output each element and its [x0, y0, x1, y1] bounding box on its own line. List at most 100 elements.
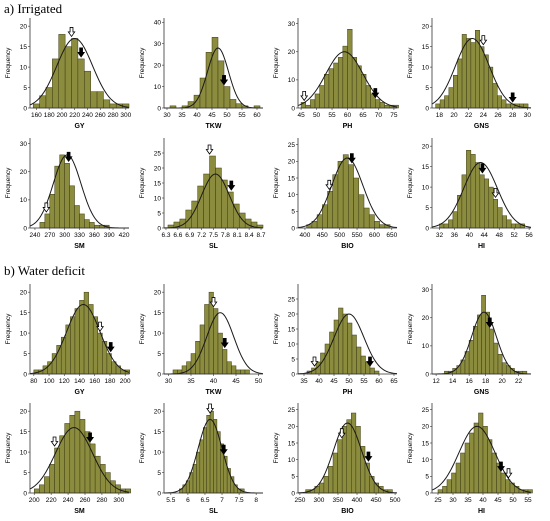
y-tick-label: 5 [291, 209, 295, 216]
histogram-bar [39, 95, 47, 109]
histogram-bar [342, 313, 348, 375]
x-tick-label: 400 [352, 497, 363, 504]
y-tick-label: 0 [23, 490, 27, 497]
x-axis-label: GY [74, 389, 84, 396]
histogram-bar [353, 177, 360, 229]
open-arrow-marker-icon [310, 356, 319, 367]
histogram-bar [493, 199, 499, 229]
histogram-bar [217, 60, 225, 109]
x-axis-label: HI [478, 243, 485, 250]
histogram-bar [324, 343, 330, 375]
histogram-bar [203, 427, 207, 494]
histogram-bar [310, 99, 316, 109]
histogram-bar [84, 70, 91, 109]
y-tick-label: 5 [157, 470, 161, 477]
histogram-bar [203, 173, 210, 229]
histogram-bar [491, 452, 497, 494]
histogram-bar [226, 361, 232, 375]
filled-arrow-marker-icon [220, 75, 228, 86]
x-tick-label: 8.1 [233, 232, 242, 239]
histogram-water-deficit-sl: 5.5 6 6.5 7 7.5 8 0 5 10 15 20 SL Frequency [139, 403, 264, 515]
histogram-bar [489, 328, 495, 375]
y-tick-label: 10 [288, 457, 296, 464]
histogram-bar [500, 472, 506, 494]
x-tick-label: 330 [74, 232, 85, 239]
x-tick-label: 30 [165, 378, 173, 385]
y-tick-label: 25 [288, 142, 296, 149]
filled-arrow-marker-icon [220, 338, 229, 349]
x-tick-label: 60 [375, 378, 383, 385]
histogram-bar [470, 154, 476, 229]
y-tick-label: 10 [288, 192, 296, 199]
y-tick-label: 10 [422, 64, 430, 71]
histogram-irrigated-gns: 18 20 22 24 26 28 30 0 5 10 15 20 GNS Frequency [407, 18, 532, 130]
histogram-bar [89, 443, 96, 494]
x-tick-label: 50 [255, 378, 263, 385]
section-title-water-deficit: b) Water deficit [4, 263, 86, 278]
x-tick-label: 22 [465, 112, 473, 119]
histogram-bar [455, 462, 461, 494]
histogram-bar [235, 369, 241, 375]
y-axis-label: Frequency [139, 432, 146, 463]
histogram-bar [348, 164, 354, 229]
y-tick-label: 20 [422, 143, 430, 150]
y-tick-label: 0 [157, 105, 161, 112]
histogram-bar [477, 314, 482, 375]
x-tick-label: 55 [524, 497, 532, 504]
x-tick-label: 30 [524, 112, 532, 119]
x-tick-label: 7.8 [221, 232, 230, 239]
y-tick-label: 0 [23, 105, 27, 112]
histogram-bar [466, 38, 472, 109]
histogram-bar [497, 95, 502, 109]
x-tick-label: 56 [526, 232, 534, 239]
x-tick-label: 60 [344, 112, 352, 119]
histogram-bar [33, 488, 40, 494]
histogram-bar [505, 103, 511, 109]
x-axis-label: SL [209, 508, 219, 515]
open-arrow-marker-icon [67, 27, 76, 38]
x-tick-label: 550 [352, 232, 363, 239]
open-arrow-marker-icon [205, 144, 214, 155]
y-tick-label: 10 [422, 184, 430, 191]
y-tick-label: 15 [154, 310, 162, 317]
x-tick-label: 20 [450, 112, 458, 119]
histogram-bar [49, 194, 55, 229]
y-tick-label: 0 [157, 371, 161, 378]
histogram-bar [448, 219, 454, 229]
x-tick-label: 52 [511, 232, 519, 239]
x-axis-label: PH [343, 389, 353, 396]
histogram-bar [96, 91, 104, 109]
histogram-bar [240, 369, 246, 375]
histogram-water-deficit-gy: 80 100 120 140 160 180 200 0 5 10 15 20 GY Frequency [5, 284, 131, 396]
y-tick-label: 5 [291, 474, 295, 481]
x-tick-label: 45 [232, 378, 240, 385]
histogram-bar [49, 464, 55, 494]
histogram-bar [347, 29, 353, 109]
filled-arrow-marker-icon [86, 432, 95, 443]
open-arrow-marker-icon [209, 297, 218, 308]
histogram-bar [233, 203, 240, 229]
open-arrow-marker-icon [50, 436, 59, 447]
x-tick-label: 6.3 [161, 232, 170, 239]
y-tick-label: 15 [422, 44, 430, 51]
y-tick-label: 30 [288, 21, 296, 28]
histogram-bar [497, 354, 503, 375]
histogram-bar [79, 300, 85, 375]
histogram-bar [32, 103, 40, 109]
x-tick-label: 180 [44, 112, 55, 119]
y-tick-label: 0 [291, 105, 295, 112]
histogram-water-deficit-ph: 35 40 45 50 55 60 65 0 5 10 15 20 25 PH Frequency [273, 284, 398, 396]
y-tick-label: 20 [288, 311, 296, 318]
y-tick-label: 25 [288, 407, 296, 414]
histogram-bar [103, 99, 111, 109]
x-tick-label: 250 [294, 497, 305, 504]
histogram-bar [460, 452, 466, 494]
y-tick-label: 20 [20, 23, 28, 30]
x-tick-label: 50 [313, 112, 321, 119]
x-tick-label: 120 [59, 378, 70, 385]
histogram-bar [84, 219, 90, 229]
histogram-bar [47, 361, 53, 375]
y-axis-label: Frequency [139, 47, 146, 78]
y-axis-label: Frequency [407, 313, 414, 344]
histogram-bar [94, 455, 101, 494]
